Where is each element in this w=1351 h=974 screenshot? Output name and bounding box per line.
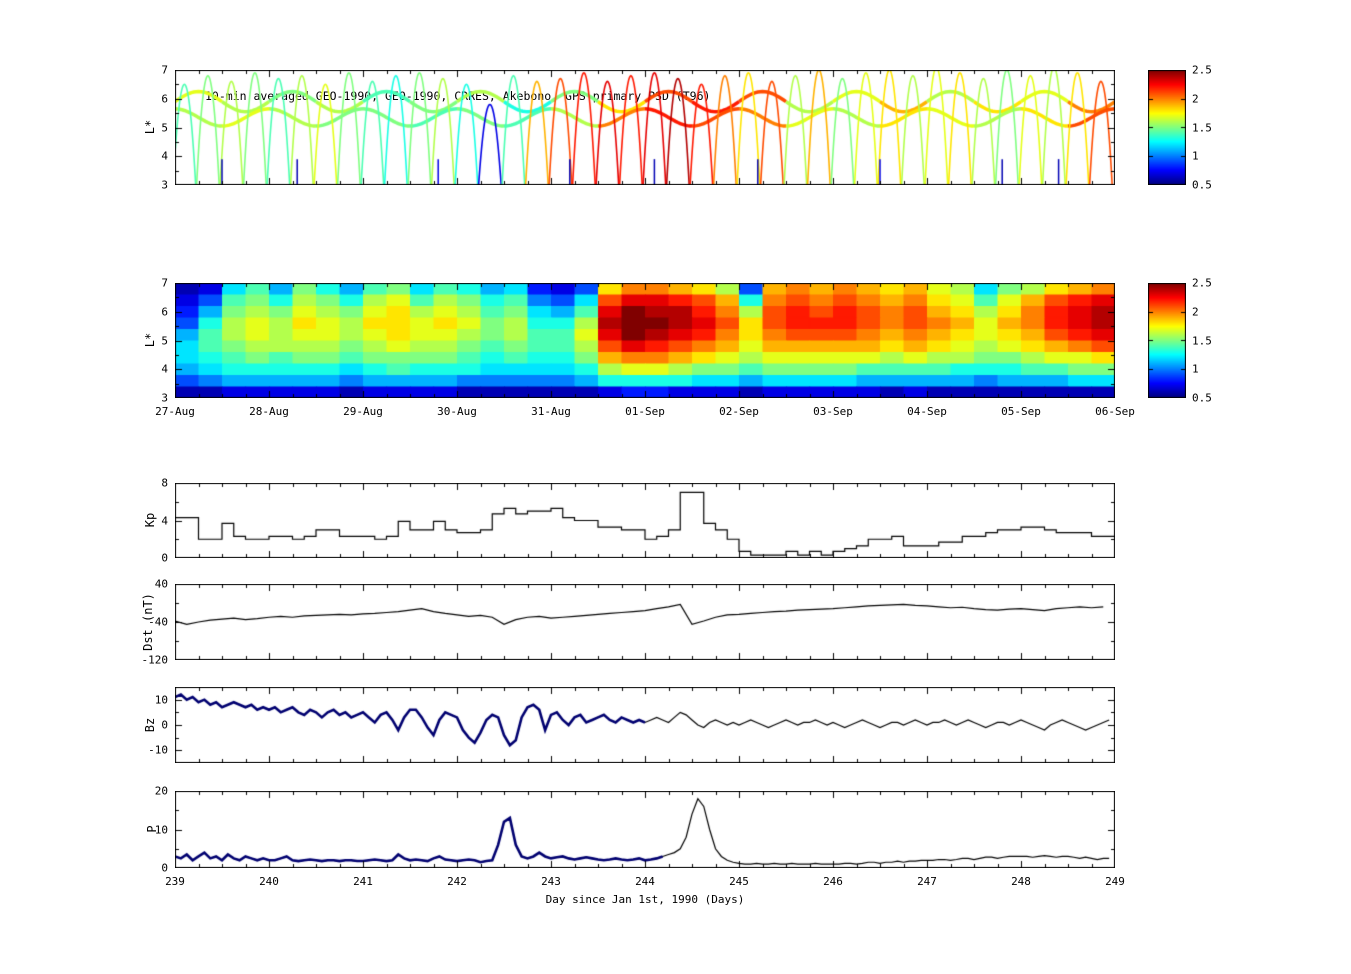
panel1-ylabel: L*	[143, 119, 157, 135]
date-xtick-01-Sep: 01-Sep	[625, 405, 665, 418]
day-xtick-247: 247	[917, 875, 937, 888]
dst-panel	[175, 584, 1115, 660]
day-xtick-239: 239	[165, 875, 185, 888]
cb2-label-1.5: 1.5	[1192, 334, 1212, 347]
day-xtick-245: 245	[729, 875, 749, 888]
cb1-label-2.5: 2.5	[1192, 63, 1212, 77]
psd-heatmap-ytick-3: 3	[161, 391, 168, 405]
bz-ytick-10: 10	[154, 693, 168, 707]
dst-ytick--40: -40	[148, 615, 168, 629]
psd-scatter-ytick-6: 6	[161, 92, 168, 106]
colorbar-top	[1148, 70, 1186, 185]
p-ytick-20: 20	[154, 784, 168, 798]
date-xtick-27-Aug: 27-Aug	[155, 405, 195, 418]
psd-scatter-ytick-5: 5	[161, 121, 168, 134]
psd-heatmap-ytick-5: 5	[161, 334, 168, 347]
day-xtick-244: 244	[635, 875, 655, 888]
kp-panel	[175, 483, 1115, 558]
day-xtick-241: 241	[353, 875, 373, 888]
date-xtick-06-Sep: 06-Sep	[1095, 405, 1135, 418]
date-xtick-03-Sep: 03-Sep	[813, 405, 853, 418]
cb2-label-2.5: 2.5	[1192, 276, 1212, 290]
date-xtick-30-Aug: 30-Aug	[437, 405, 477, 418]
p-ytick-0: 0	[161, 861, 168, 875]
colorbar-middle	[1148, 283, 1186, 398]
psd-heatmap-ytick-7: 7	[161, 276, 168, 290]
psd-scatter-ytick-4: 4	[161, 149, 168, 163]
psd-scatter-panel	[175, 70, 1115, 185]
day-xtick-248: 248	[1011, 875, 1031, 888]
p-panel	[175, 791, 1115, 868]
cb1-label-1: 1	[1192, 149, 1199, 163]
date-xtick-29-Aug: 29-Aug	[343, 405, 383, 418]
cb1-label-0.5: 0.5	[1192, 178, 1212, 192]
kp-ylabel: Kp	[143, 512, 157, 528]
psd-heatmap-ytick-6: 6	[161, 305, 168, 319]
day-xtick-243: 243	[541, 875, 561, 888]
cb1-label-1.5: 1.5	[1192, 121, 1212, 134]
bz-ytick--10: -10	[148, 743, 168, 757]
day-xtick-242: 242	[447, 875, 467, 888]
dst-ytick--120: -120	[141, 653, 169, 667]
date-xtick-05-Sep: 05-Sep	[1001, 405, 1041, 418]
cb2-label-1: 1	[1192, 362, 1199, 376]
date-xtick-04-Sep: 04-Sep	[907, 405, 947, 418]
bz-ylabel: Bz	[143, 717, 157, 733]
cb1-label-2: 2	[1192, 92, 1199, 106]
bz-panel	[175, 687, 1115, 763]
psd-scatter-ytick-3: 3	[161, 178, 168, 192]
psd-scatter-ytick-7: 7	[161, 63, 168, 77]
cb2-label-0.5: 0.5	[1192, 391, 1212, 405]
p-ytick-10: 10	[154, 823, 168, 836]
panel2-ylabel: L*	[143, 332, 157, 348]
day-xtick-246: 246	[823, 875, 843, 888]
date-xtick-31-Aug: 31-Aug	[531, 405, 571, 418]
psd-heatmap-panel	[175, 283, 1115, 398]
kp-ytick-4: 4	[161, 514, 168, 527]
x-axis-label: Day since Jan 1st, 1990 (Days)	[545, 893, 745, 906]
bz-ytick-0: 0	[161, 718, 168, 732]
dst-ytick-40: 40	[154, 577, 168, 591]
day-xtick-240: 240	[259, 875, 279, 888]
kp-ytick-0: 0	[161, 551, 168, 565]
date-xtick-02-Sep: 02-Sep	[719, 405, 759, 418]
psd-heatmap-ytick-4: 4	[161, 362, 168, 376]
cb2-label-2: 2	[1192, 305, 1199, 319]
date-xtick-28-Aug: 28-Aug	[249, 405, 289, 418]
kp-ytick-8: 8	[161, 476, 168, 490]
day-xtick-249: 249	[1105, 875, 1125, 888]
